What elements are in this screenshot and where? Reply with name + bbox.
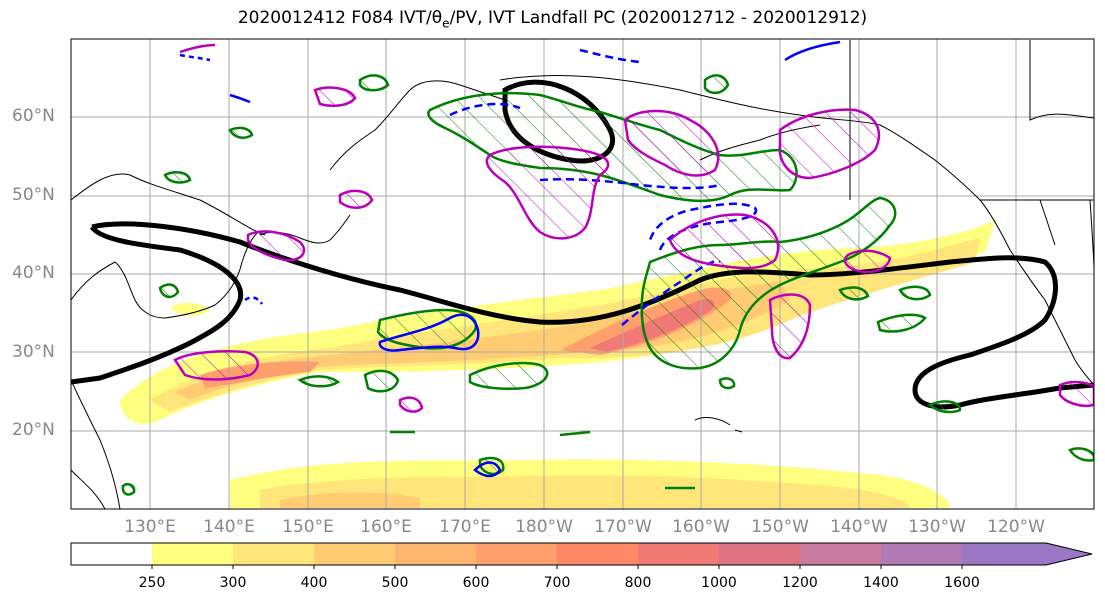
lon-label-160w: 160°W — [672, 517, 730, 537]
map-title: 2020012412 F084 IVT/θe/PV, IVT Landfall … — [237, 8, 868, 31]
lon-label-160e: 160°E — [360, 517, 412, 537]
lon-label-140w: 140°W — [830, 517, 888, 537]
colorbar-tick-500: 500 — [381, 575, 409, 591]
colorbar-segment-300 — [233, 543, 315, 565]
colorbar-tick-800: 800 — [624, 575, 652, 591]
theta-e-negative-contours — [179, 40, 841, 478]
lat-label-50n: 50°N — [12, 185, 55, 205]
lon-label-170e: 170°E — [439, 517, 491, 537]
colorbar-tick-250: 250 — [138, 575, 166, 591]
lat-label-60n: 60°N — [12, 106, 55, 126]
colorbar-tick-300: 300 — [219, 575, 247, 591]
colorbar-tick-marks — [151, 565, 963, 569]
lon-label-120w: 120°W — [987, 517, 1045, 537]
colorbar-segment-600 — [476, 543, 558, 565]
map-frame — [70, 38, 1095, 510]
colorbar-tick-1200: 1200 — [782, 575, 818, 591]
colorbar-tick-1600: 1600 — [944, 575, 980, 591]
colorbar-tick-400: 400 — [300, 575, 328, 591]
lon-label-150e: 150°E — [282, 517, 334, 537]
colorbar-segment-1000 — [719, 543, 801, 565]
lon-label-130w: 130°W — [908, 517, 966, 537]
lon-label-140e: 140°E — [203, 517, 255, 537]
lon-label-170w: 170°W — [594, 517, 652, 537]
colorbar-segment-700 — [557, 543, 639, 565]
colorbar-segment-800 — [638, 543, 720, 565]
colorbar-tick-1400: 1400 — [863, 575, 899, 591]
colorbar-segment-1400 — [881, 543, 963, 565]
colorbar-segment-250 — [152, 543, 234, 565]
lat-label-20n: 20°N — [12, 420, 55, 440]
colorbar-segment-1600 — [962, 543, 1046, 565]
colorbar-outline — [70, 542, 1093, 566]
colorbar-segment-1200 — [800, 543, 882, 565]
lon-label-130e: 130°E — [124, 517, 176, 537]
colorbar-tick-1000: 1000 — [701, 575, 737, 591]
colorbar-tick-600: 600 — [462, 575, 490, 591]
lon-label-150w: 150°W — [751, 517, 809, 537]
lon-label-180w: 180°W — [515, 517, 573, 537]
colorbar-segment-below-250 — [71, 543, 152, 565]
ivt-landfall-pc-contours — [173, 43, 1094, 413]
lat-label-30n: 30°N — [12, 342, 55, 362]
colorbar-tick-700: 700 — [543, 575, 571, 591]
colorbar-extend-arrow — [1046, 543, 1092, 565]
lat-label-40n: 40°N — [12, 263, 55, 283]
colorbar-segment-500 — [395, 543, 477, 565]
colorbar-segment-400 — [314, 543, 396, 565]
